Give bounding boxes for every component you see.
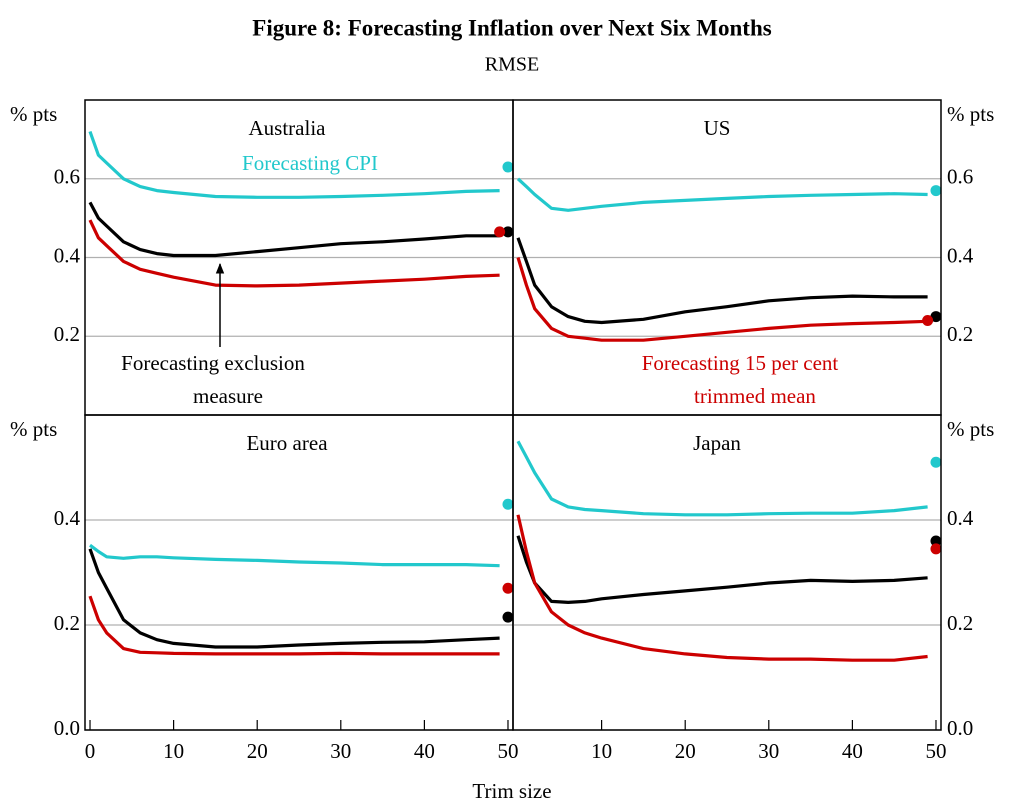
y-tick-label: 0.6 — [947, 165, 973, 189]
end-dot — [930, 543, 942, 555]
series-line — [88, 595, 500, 656]
y-axis-unit: % pts — [947, 417, 994, 441]
y-tick-label: 0.0 — [54, 716, 80, 740]
y-tick-label: 0.6 — [54, 165, 80, 189]
y-axis-unit: % pts — [10, 102, 57, 126]
y-tick-label: 0.4 — [54, 506, 81, 530]
series-line — [516, 535, 928, 604]
x-tick-label: 50 — [925, 739, 946, 763]
end-dot — [930, 535, 942, 547]
x-axis-label: Trim size — [472, 779, 551, 803]
series-line — [88, 130, 500, 199]
chart-subtitle: RMSE — [485, 54, 539, 76]
series-line — [516, 257, 928, 342]
y-tick-label: 0.2 — [54, 611, 80, 635]
x-tick-label: 20 — [247, 739, 268, 763]
series-line — [88, 219, 500, 288]
x-tick-label: 10 — [591, 739, 612, 763]
y-tick-label: 0.2 — [54, 322, 80, 346]
series-line — [88, 201, 500, 258]
x-tick-label: 30 — [330, 739, 351, 763]
annotation: Forecasting exclusion — [121, 351, 305, 375]
x-tick-label: 40 — [842, 739, 863, 763]
annotation: measure — [193, 384, 263, 408]
panel-title: US — [704, 116, 731, 140]
end-dot — [930, 311, 942, 323]
panel-title: Australia — [249, 116, 327, 140]
annotation: Forecasting 15 per cent — [642, 351, 839, 375]
series-line — [516, 514, 928, 662]
series-line — [516, 440, 928, 517]
y-axis-unit: % pts — [10, 417, 57, 441]
panel-title: Euro area — [246, 431, 328, 455]
end-dot — [502, 161, 514, 173]
series-line — [516, 237, 928, 325]
x-tick-label: 0 — [85, 739, 96, 763]
x-tick-label: 50 — [497, 739, 518, 763]
annotation: trimmed mean — [694, 384, 816, 408]
y-tick-label: 0.2 — [947, 611, 973, 635]
chart-title: Figure 8: Forecasting Inflation over Nex… — [252, 15, 771, 40]
y-tick-label: 0.4 — [947, 243, 974, 267]
x-tick-label: 10 — [163, 739, 184, 763]
y-tick-label: 0.4 — [947, 506, 974, 530]
end-dot — [930, 185, 942, 197]
x-tick-label: 30 — [758, 739, 779, 763]
panel-frame — [512, 414, 942, 731]
end-dot — [930, 456, 942, 468]
y-tick-label: 0.0 — [947, 716, 973, 740]
panel-frame — [84, 414, 514, 731]
series-line — [516, 177, 928, 212]
y-tick-label: 0.4 — [54, 243, 81, 267]
end-dot — [922, 315, 934, 326]
x-tick-label: 20 — [675, 739, 696, 763]
x-tick-label: 40 — [414, 739, 435, 763]
end-dot — [502, 611, 514, 623]
end-dot — [502, 498, 514, 510]
series-line — [89, 543, 500, 568]
end-dot — [494, 226, 506, 238]
end-dot — [502, 582, 514, 594]
y-axis-unit: % pts — [947, 102, 994, 126]
series-line — [88, 548, 500, 649]
panel-title: Japan — [693, 431, 741, 455]
annotation: Forecasting CPI — [242, 151, 378, 175]
end-dot — [502, 226, 514, 238]
y-tick-label: 0.2 — [947, 322, 973, 346]
